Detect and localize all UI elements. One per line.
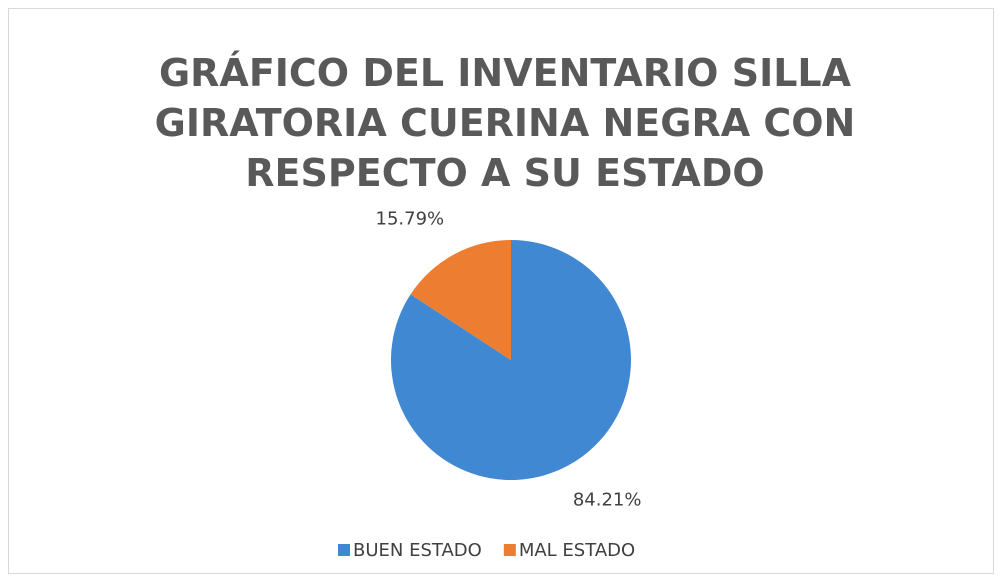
pie-slice [410, 240, 511, 360]
legend-label: MAL ESTADO [519, 540, 635, 561]
legend-swatch [338, 544, 350, 556]
chart-frame [8, 8, 994, 574]
data-label: 15.79% [376, 208, 445, 229]
chart-title: GRÁFICO DEL INVENTARIO SILLA GIRATORIA C… [154, 51, 856, 195]
data-label: 84.21% [573, 490, 642, 511]
legend-label: BUEN ESTADO [353, 540, 482, 561]
legend-swatch [503, 544, 516, 556]
